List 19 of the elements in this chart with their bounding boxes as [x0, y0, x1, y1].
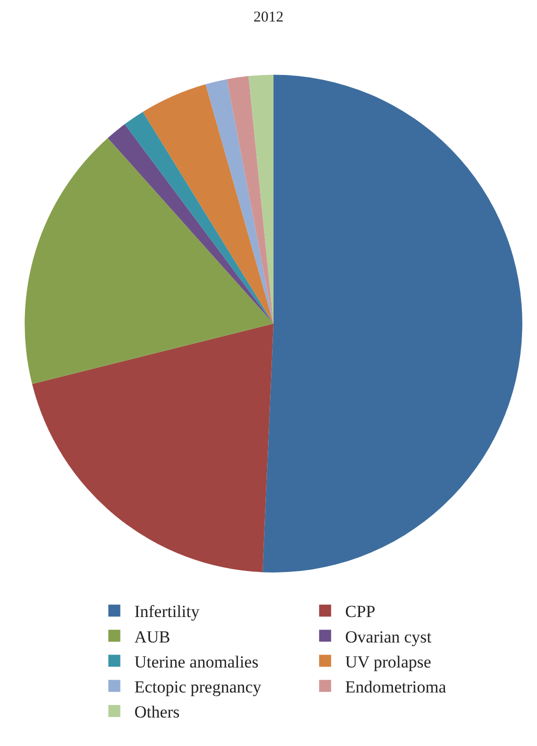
pie-slice [108, 124, 274, 324]
legend-label: UV prolapse [345, 652, 432, 672]
pie-slice [206, 79, 274, 324]
pie-slice [262, 74, 522, 572]
chart-title: 2012 [254, 10, 284, 26]
legend-label: Endometrioma [345, 678, 447, 697]
pie-slice [24, 138, 274, 384]
legend-label: Uterine anomalies [134, 652, 258, 672]
pie-slice [32, 324, 274, 572]
pie-slice [226, 76, 274, 324]
legend-label: Infertility [134, 602, 200, 622]
legend-label: AUB [134, 627, 170, 646]
pie-slice [248, 74, 274, 324]
legend-label: Ovarian cyst [345, 627, 432, 646]
pie-slice [124, 112, 274, 324]
legend-label: CPP [345, 602, 376, 622]
pie-slice [142, 84, 274, 324]
legend-label: Others [134, 702, 180, 722]
legend-label: Ectopic pregnancy [134, 678, 262, 697]
